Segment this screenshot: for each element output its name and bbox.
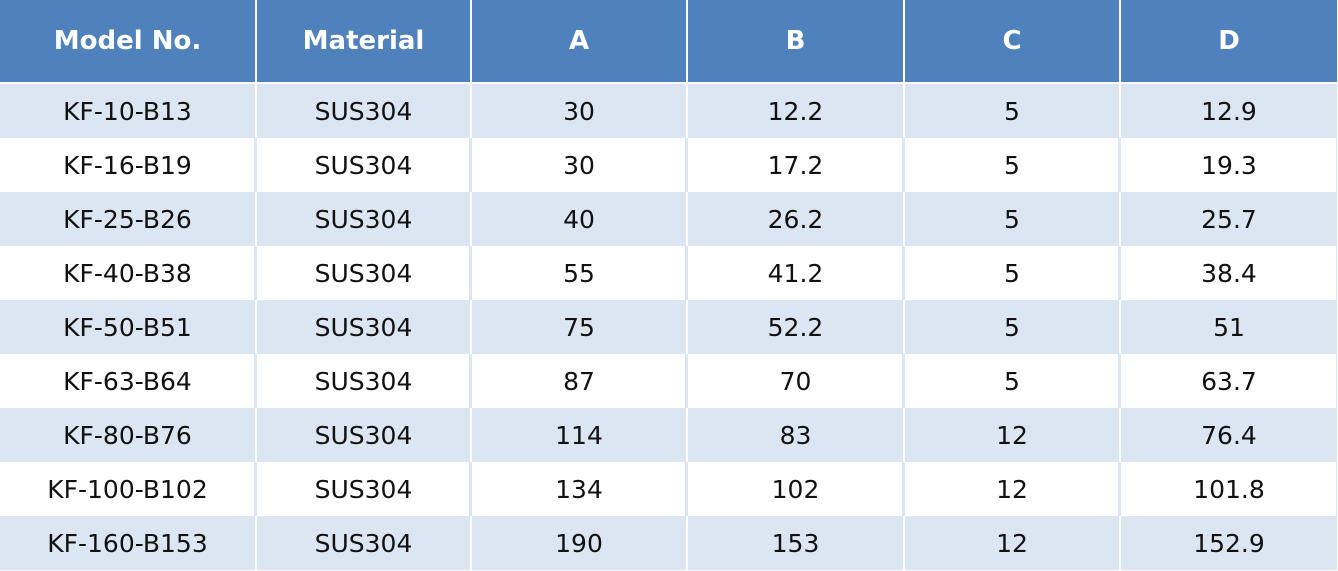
- header-material: Material: [256, 0, 472, 84]
- cell-d: 25.7: [1120, 192, 1337, 246]
- cell-c: 5: [904, 246, 1121, 300]
- header-b: B: [687, 0, 905, 84]
- cell-d: 19.3: [1120, 138, 1337, 192]
- cell-b: 41.2: [687, 246, 905, 300]
- header-a: A: [471, 0, 688, 84]
- table-row: KF-50-B51 SUS304 75 52.2 5 51: [0, 300, 1337, 354]
- cell-d: 76.4: [1120, 408, 1337, 462]
- cell-a: 114: [471, 408, 688, 462]
- cell-d: 12.9: [1120, 83, 1337, 138]
- header-model-no: Model No.: [0, 0, 257, 84]
- cell-model-no: KF-16-B19: [0, 138, 257, 192]
- cell-model-no: KF-63-B64: [0, 354, 257, 408]
- cell-a: 190: [471, 516, 688, 570]
- cell-a: 30: [471, 83, 688, 138]
- table-row: KF-25-B26 SUS304 40 26.2 5 25.7: [0, 192, 1337, 246]
- cell-material: SUS304: [256, 192, 472, 246]
- table-row: KF-63-B64 SUS304 87 70 5 63.7: [0, 354, 1337, 408]
- cell-model-no: KF-40-B38: [0, 246, 257, 300]
- cell-material: SUS304: [256, 408, 472, 462]
- cell-d: 38.4: [1120, 246, 1337, 300]
- cell-model-no: KF-50-B51: [0, 300, 257, 354]
- cell-a: 75: [471, 300, 688, 354]
- cell-model-no: KF-160-B153: [0, 516, 257, 570]
- cell-c: 5: [904, 83, 1121, 138]
- cell-b: 12.2: [687, 83, 905, 138]
- cell-material: SUS304: [256, 300, 472, 354]
- table-row: KF-100-B102 SUS304 134 102 12 101.8: [0, 462, 1337, 516]
- table-row: KF-10-B13 SUS304 30 12.2 5 12.9: [0, 83, 1337, 138]
- table-row: KF-80-B76 SUS304 114 83 12 76.4: [0, 408, 1337, 462]
- cell-d: 63.7: [1120, 354, 1337, 408]
- cell-b: 153: [687, 516, 905, 570]
- cell-material: SUS304: [256, 83, 472, 138]
- cell-c: 5: [904, 138, 1121, 192]
- cell-c: 5: [904, 192, 1121, 246]
- cell-c: 12: [904, 462, 1121, 516]
- table-row: KF-40-B38 SUS304 55 41.2 5 38.4: [0, 246, 1337, 300]
- cell-material: SUS304: [256, 246, 472, 300]
- cell-material: SUS304: [256, 516, 472, 570]
- table-row: KF-160-B153 SUS304 190 153 12 152.9: [0, 516, 1337, 570]
- cell-b: 70: [687, 354, 905, 408]
- cell-d: 152.9: [1120, 516, 1337, 570]
- cell-model-no: KF-100-B102: [0, 462, 257, 516]
- cell-a: 87: [471, 354, 688, 408]
- cell-a: 40: [471, 192, 688, 246]
- cell-c: 5: [904, 300, 1121, 354]
- header-d: D: [1120, 0, 1337, 84]
- table-body: KF-10-B13 SUS304 30 12.2 5 12.9 KF-16-B1…: [0, 83, 1337, 570]
- cell-b: 26.2: [687, 192, 905, 246]
- cell-material: SUS304: [256, 462, 472, 516]
- cell-b: 52.2: [687, 300, 905, 354]
- cell-b: 83: [687, 408, 905, 462]
- cell-b: 17.2: [687, 138, 905, 192]
- header-row: Model No. Material A B C D: [0, 0, 1337, 84]
- cell-a: 30: [471, 138, 688, 192]
- cell-d: 101.8: [1120, 462, 1337, 516]
- cell-c: 5: [904, 354, 1121, 408]
- cell-b: 102: [687, 462, 905, 516]
- cell-c: 12: [904, 516, 1121, 570]
- cell-a: 55: [471, 246, 688, 300]
- cell-model-no: KF-10-B13: [0, 83, 257, 138]
- cell-material: SUS304: [256, 354, 472, 408]
- cell-model-no: KF-25-B26: [0, 192, 257, 246]
- table-header: Model No. Material A B C D: [0, 0, 1337, 84]
- cell-model-no: KF-80-B76: [0, 408, 257, 462]
- cell-a: 134: [471, 462, 688, 516]
- table-row: KF-16-B19 SUS304 30 17.2 5 19.3: [0, 138, 1337, 192]
- cell-d: 51: [1120, 300, 1337, 354]
- header-c: C: [904, 0, 1121, 84]
- cell-material: SUS304: [256, 138, 472, 192]
- cell-c: 12: [904, 408, 1121, 462]
